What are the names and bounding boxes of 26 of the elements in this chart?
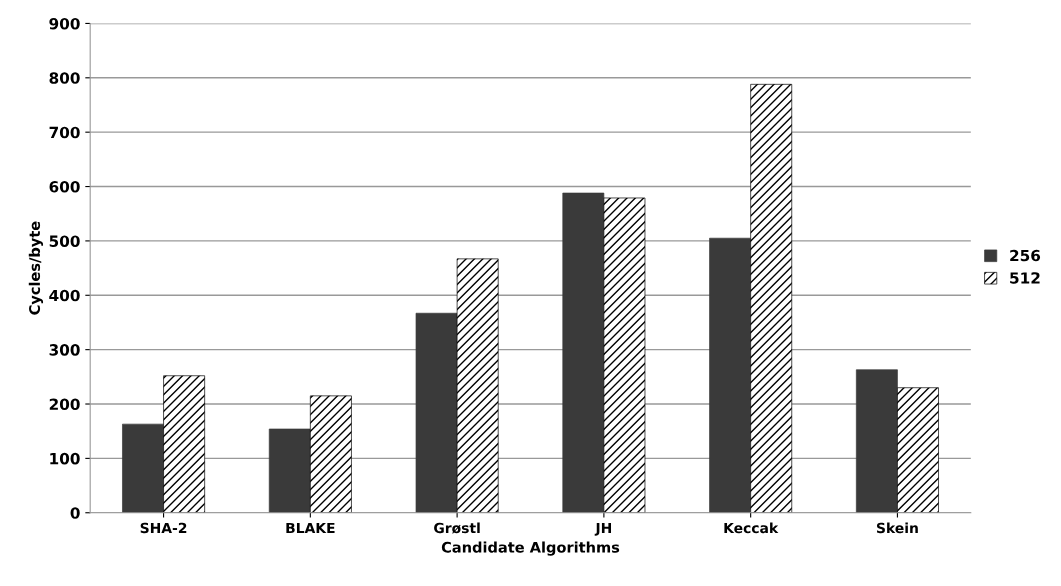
x-tick-label: Skein: [876, 522, 918, 534]
y-tick-label: 200: [49, 398, 80, 411]
y-tick-label: 700: [49, 126, 80, 139]
y-axis-title: Cycles/byte: [28, 221, 44, 315]
legend-label: 512: [1010, 272, 1040, 284]
bar: [122, 423, 164, 513]
x-tick-label: Keccak: [724, 522, 779, 534]
y-tick-label: 900: [49, 17, 80, 30]
bar: [415, 312, 458, 513]
y-tick-label: 800: [49, 72, 80, 84]
y-tick-label: 0: [70, 507, 80, 519]
x-tick-label: SHA-2: [140, 522, 187, 534]
x-axis-title: Candidate Algorithms: [441, 541, 620, 556]
x-tick-label: Grøstl: [434, 522, 480, 534]
bar: [855, 369, 898, 513]
y-tick-label: 400: [49, 289, 80, 302]
bar: [709, 237, 752, 513]
legend-label: 256: [1010, 249, 1041, 262]
y-tick-label: 300: [49, 344, 80, 356]
bar: [562, 192, 605, 513]
y-tick-label: 100: [50, 452, 80, 465]
x-tick-label: JH: [594, 522, 612, 536]
y-tick-label: 600: [49, 181, 80, 193]
bar: [268, 428, 311, 513]
x-tick-label: BLAKE: [286, 522, 335, 534]
y-tick-label: 500: [49, 235, 80, 247]
